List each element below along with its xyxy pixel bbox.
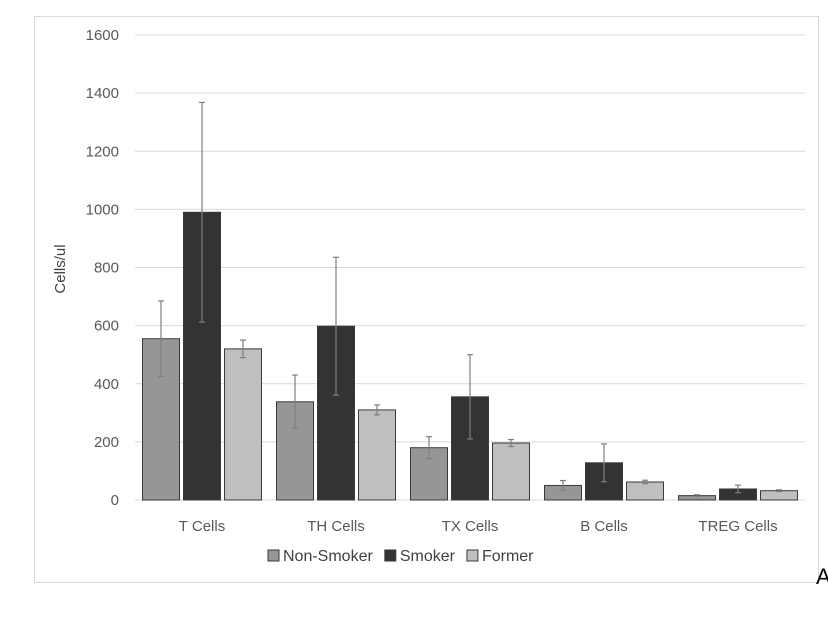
bar-former-tx-cells (492, 442, 530, 501)
error-bars (158, 101, 782, 498)
y-tick-label: 0 (111, 492, 119, 509)
panel-letter: A (816, 564, 828, 589)
legend-swatch (267, 549, 280, 562)
x-tick-label: B Cells (580, 518, 628, 535)
x-axis-ticks: T Cells TH Cells TX Cells B Cells TREG Cells (179, 518, 778, 535)
legend-entry: Non-Smoker (283, 548, 373, 565)
y-tick-label: 200 (94, 434, 119, 451)
y-tick-label: 600 (94, 318, 119, 335)
y-tick-label: 800 (94, 260, 119, 277)
bar-former-b-cells (626, 481, 664, 501)
y-tick-label: 1600 (86, 27, 119, 44)
x-tick-label: T Cells (179, 518, 225, 535)
x-tick-label: TREG Cells (698, 518, 777, 535)
legend-swatch (384, 549, 397, 562)
y-tick-label: 1200 (86, 143, 119, 160)
y-axis-title: Cells/ul (52, 244, 69, 293)
y-tick-label: 1000 (86, 201, 119, 218)
x-tick-label: TH Cells (307, 518, 365, 535)
bar-chart: 0 200 400 600 800 1000 1200 1400 1600 T Cells TH … (52, 27, 805, 565)
bar-former-t-cells (224, 348, 262, 501)
legend-entry: Former (482, 548, 534, 565)
chart-frame: 0 200 400 600 800 1000 1200 1400 1600 T Cells TH … (34, 16, 819, 583)
y-axis-ticks: 0 200 400 600 800 1000 1200 1400 1600 (86, 27, 119, 509)
legend: Non-Smoker Smoker Former (267, 548, 534, 565)
legend-swatch (466, 549, 479, 562)
bar-former-th-cells (358, 409, 396, 501)
y-tick-label: 1400 (86, 85, 119, 102)
y-tick-label: 400 (94, 376, 119, 393)
legend-entry: Smoker (400, 548, 456, 565)
x-tick-label: TX Cells (442, 518, 499, 535)
